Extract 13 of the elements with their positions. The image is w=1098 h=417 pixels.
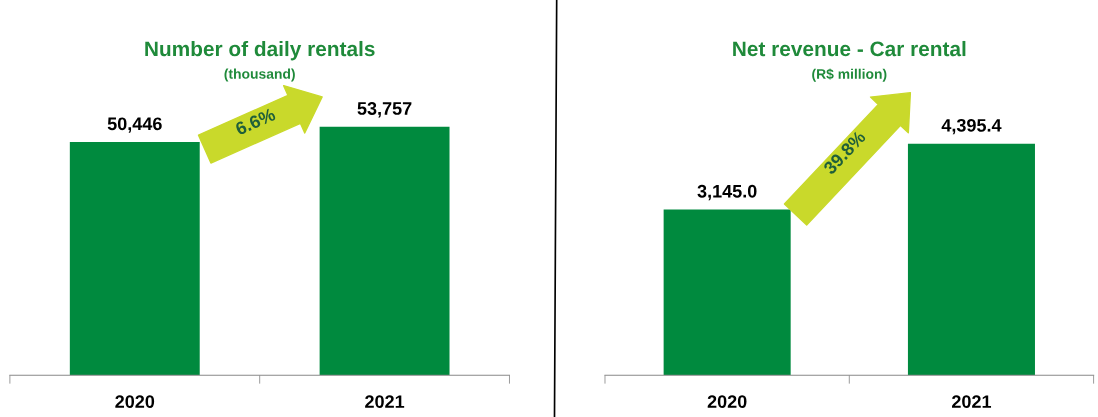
- x-tick-label: 2021: [952, 395, 992, 409]
- data-label: 50,446: [107, 117, 162, 133]
- chart-title: Number of daily rentals: [145, 40, 375, 61]
- annotation: 6.6%: [234, 107, 277, 136]
- x-tick-label: 2020: [115, 395, 155, 409]
- data-label: 3,145.0: [697, 184, 757, 201]
- x-tick-label: 2021: [365, 395, 405, 409]
- chart-title: Net revenue - Car rental: [733, 40, 966, 57]
- data-label: 53,757: [357, 102, 412, 118]
- x-tick-label: 2020: [707, 395, 747, 409]
- chart-subtitle: (thousand): [224, 68, 295, 82]
- data-label: 4,395.4: [941, 118, 1002, 135]
- chart-subtitle: (R$ million): [812, 68, 887, 82]
